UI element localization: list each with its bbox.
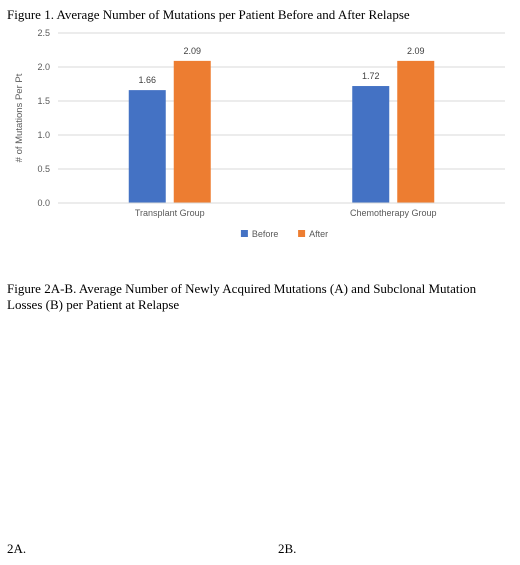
legend-swatch-after	[298, 230, 306, 237]
figure-1-chart: 0.0 0.5 1.0 1.5 2.0 2.5 # of Mutations Per Pt 1…	[14, 28, 505, 239]
figure-2b-chart: 0.00.20.40.60.81.01.2# of Subclonal Muta…	[0, 0, 520, 280]
legend-label: After	[309, 229, 328, 239]
category-label: Chemotherapy Group	[350, 208, 437, 218]
bar-before	[352, 86, 390, 203]
data-label: 2.09	[407, 46, 425, 56]
data-label: 2.09	[183, 46, 201, 56]
y-tick-label: 2.5	[37, 28, 50, 38]
figure-2-caption: Figure 2A-B. Average Number of Newly Acq…	[7, 281, 477, 312]
panel-2b-label: 2B.	[278, 541, 297, 556]
figure-1-caption: Figure 1. Average Number of Mutations pe…	[7, 7, 410, 22]
panel-2a-label: 2A.	[7, 541, 27, 556]
category-label: Transplant Group	[135, 208, 205, 218]
data-label: 1.66	[138, 75, 156, 85]
bar-after	[173, 60, 211, 203]
y-tick-label: 1.0	[37, 130, 50, 140]
y-tick-label: 1.5	[37, 96, 50, 106]
y-tick-label: 2.0	[37, 62, 50, 72]
legend-label: Before	[252, 229, 279, 239]
y-tick-label: 0.0	[37, 198, 50, 208]
y-axis-label: # of Mutations Per Pt	[14, 73, 25, 162]
legend-swatch-before	[240, 230, 248, 237]
bar-after	[397, 60, 435, 203]
data-label: 1.72	[362, 71, 380, 81]
y-tick-label: 0.5	[37, 164, 50, 174]
bar-before	[128, 90, 166, 203]
